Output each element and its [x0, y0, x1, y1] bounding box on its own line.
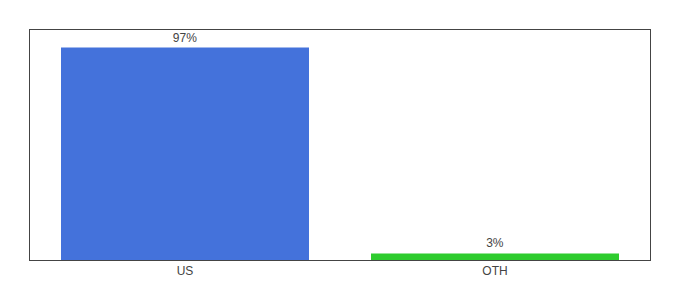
svg-text:97%: 97% [173, 31, 197, 45]
svg-text:OTH: OTH [482, 264, 507, 278]
svg-text:US: US [177, 264, 194, 278]
svg-text:3%: 3% [486, 236, 504, 250]
